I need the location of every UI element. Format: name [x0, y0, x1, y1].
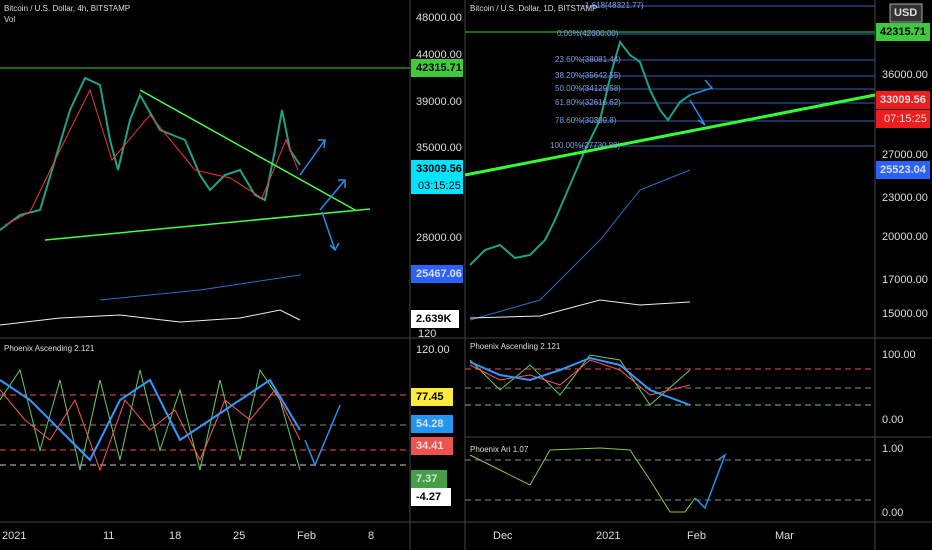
price-tick: 20000.00 — [882, 231, 928, 243]
price-tick: 39000.00 — [416, 96, 462, 108]
osc-green — [469, 354, 691, 406]
tag-text: 42315.71 — [880, 26, 926, 38]
fib-label: 100.00%(27730.88) — [550, 141, 621, 150]
time-tick: 8 — [368, 530, 374, 542]
tag-text: 2.639K — [416, 313, 452, 325]
osc-red — [0, 389, 301, 472]
osc-red — [469, 359, 691, 396]
vol-scale: 120 — [418, 328, 436, 340]
indicator-title: Phoenix Ari 1.07 — [470, 445, 529, 454]
vol-ma — [0, 309, 301, 326]
currency: USD — [894, 7, 917, 19]
tag — [411, 178, 463, 194]
price-tick: 36000.00 — [882, 69, 928, 81]
tag-text: -4.27 — [416, 491, 441, 503]
vol-ma — [469, 299, 691, 319]
trendline — [464, 93, 876, 177]
tag-text: 33009.56 — [880, 94, 926, 106]
vol-label: Vol — [4, 15, 15, 24]
fib-label: 38.20%(35642.55) — [555, 71, 621, 80]
price-tick: 27000.00 — [882, 149, 928, 161]
price-tick: 35000.00 — [416, 142, 462, 154]
fib-label: 1.618(48321.77) — [585, 1, 644, 10]
axis-tick: 0.00 — [882, 507, 903, 519]
title: Bitcoin / U.S. Dollar, 4h, BITSTAMP — [4, 4, 130, 13]
tag — [411, 310, 459, 328]
time-tick: 18 — [169, 530, 181, 542]
price-tick: 48000.00 — [416, 12, 462, 24]
arrow — [689, 79, 714, 96]
price-tick: 17000.00 — [882, 274, 928, 286]
tag-text: 03:15:25 — [418, 180, 461, 192]
time-tick: 2021 — [2, 530, 26, 542]
arrow — [689, 99, 706, 126]
fib-label: 23.60%(38081.44) — [555, 55, 621, 64]
levels — [465, 368, 875, 501]
tag-text: 54.28 — [416, 418, 444, 430]
tag-text: 25467.06 — [416, 268, 462, 280]
tag — [411, 59, 463, 77]
tag — [411, 415, 453, 433]
indicator-title: Phoenix Ascending 2.121 — [470, 342, 561, 351]
fib-label: 50.00%(34129.58) — [555, 84, 621, 93]
tag — [876, 91, 930, 109]
price-tick: 15000.00 — [882, 308, 928, 320]
arrows — [299, 139, 346, 252]
osc-blue — [0, 378, 301, 462]
osc-green — [0, 368, 301, 471]
price-path-down — [4, 88, 299, 226]
ma-line — [99, 274, 301, 301]
triangle — [44, 89, 371, 241]
tag — [411, 470, 447, 488]
tag — [411, 388, 453, 406]
price-tick: 44000.00 — [416, 49, 462, 61]
axis-tick: 1.00 — [882, 443, 903, 455]
arrow — [694, 452, 727, 510]
fib-lines — [580, 5, 875, 147]
axis-tick: 0.00 — [882, 414, 903, 426]
price-path — [469, 39, 691, 266]
tag-text: 7.37 — [416, 473, 437, 485]
tag-text: 33009.56 — [416, 163, 462, 175]
time-tick: 25 — [233, 530, 245, 542]
arrow — [304, 404, 341, 467]
tag — [876, 161, 930, 179]
levels — [0, 394, 410, 466]
axis-tick: 120.00 — [416, 344, 450, 356]
tag-text: 07:15:25 — [884, 113, 927, 125]
time-tick: 11 — [103, 530, 114, 542]
tag — [876, 110, 930, 128]
fib-label: 0.00%(42000.00) — [557, 29, 619, 38]
tag — [411, 160, 463, 178]
axis-tick: 100.00 — [882, 349, 916, 361]
tag — [876, 23, 930, 41]
osc-blue — [469, 356, 691, 406]
time-tick: Feb — [687, 530, 706, 542]
tag — [411, 488, 451, 506]
time-tick: Mar — [775, 530, 794, 542]
tag-text: 25523.04 — [880, 164, 927, 176]
ma-line — [469, 169, 691, 321]
tag-text: 42315.71 — [416, 62, 462, 74]
tag-text: 34.41 — [416, 440, 444, 452]
fib-label: 61.80%(32616.62) — [555, 98, 621, 107]
indicator-title: Phoenix Ascending 2.121 — [4, 344, 95, 353]
time-tick: Dec — [493, 530, 513, 542]
tag — [411, 437, 453, 455]
time-tick: 2021 — [596, 530, 620, 542]
tag-text: 77.45 — [416, 391, 444, 403]
title: Bitcoin / U.S. Dollar, 1D, BITSTAMP — [470, 4, 597, 13]
tag — [411, 265, 463, 283]
price-tick: 28000.00 — [416, 232, 462, 244]
ari-line — [469, 447, 696, 513]
fib-label: 78.60%(30309.8) — [555, 116, 617, 125]
price-tick: 23000.00 — [882, 192, 928, 204]
currency-button[interactable] — [889, 3, 923, 23]
time-tick: Feb — [297, 530, 316, 542]
